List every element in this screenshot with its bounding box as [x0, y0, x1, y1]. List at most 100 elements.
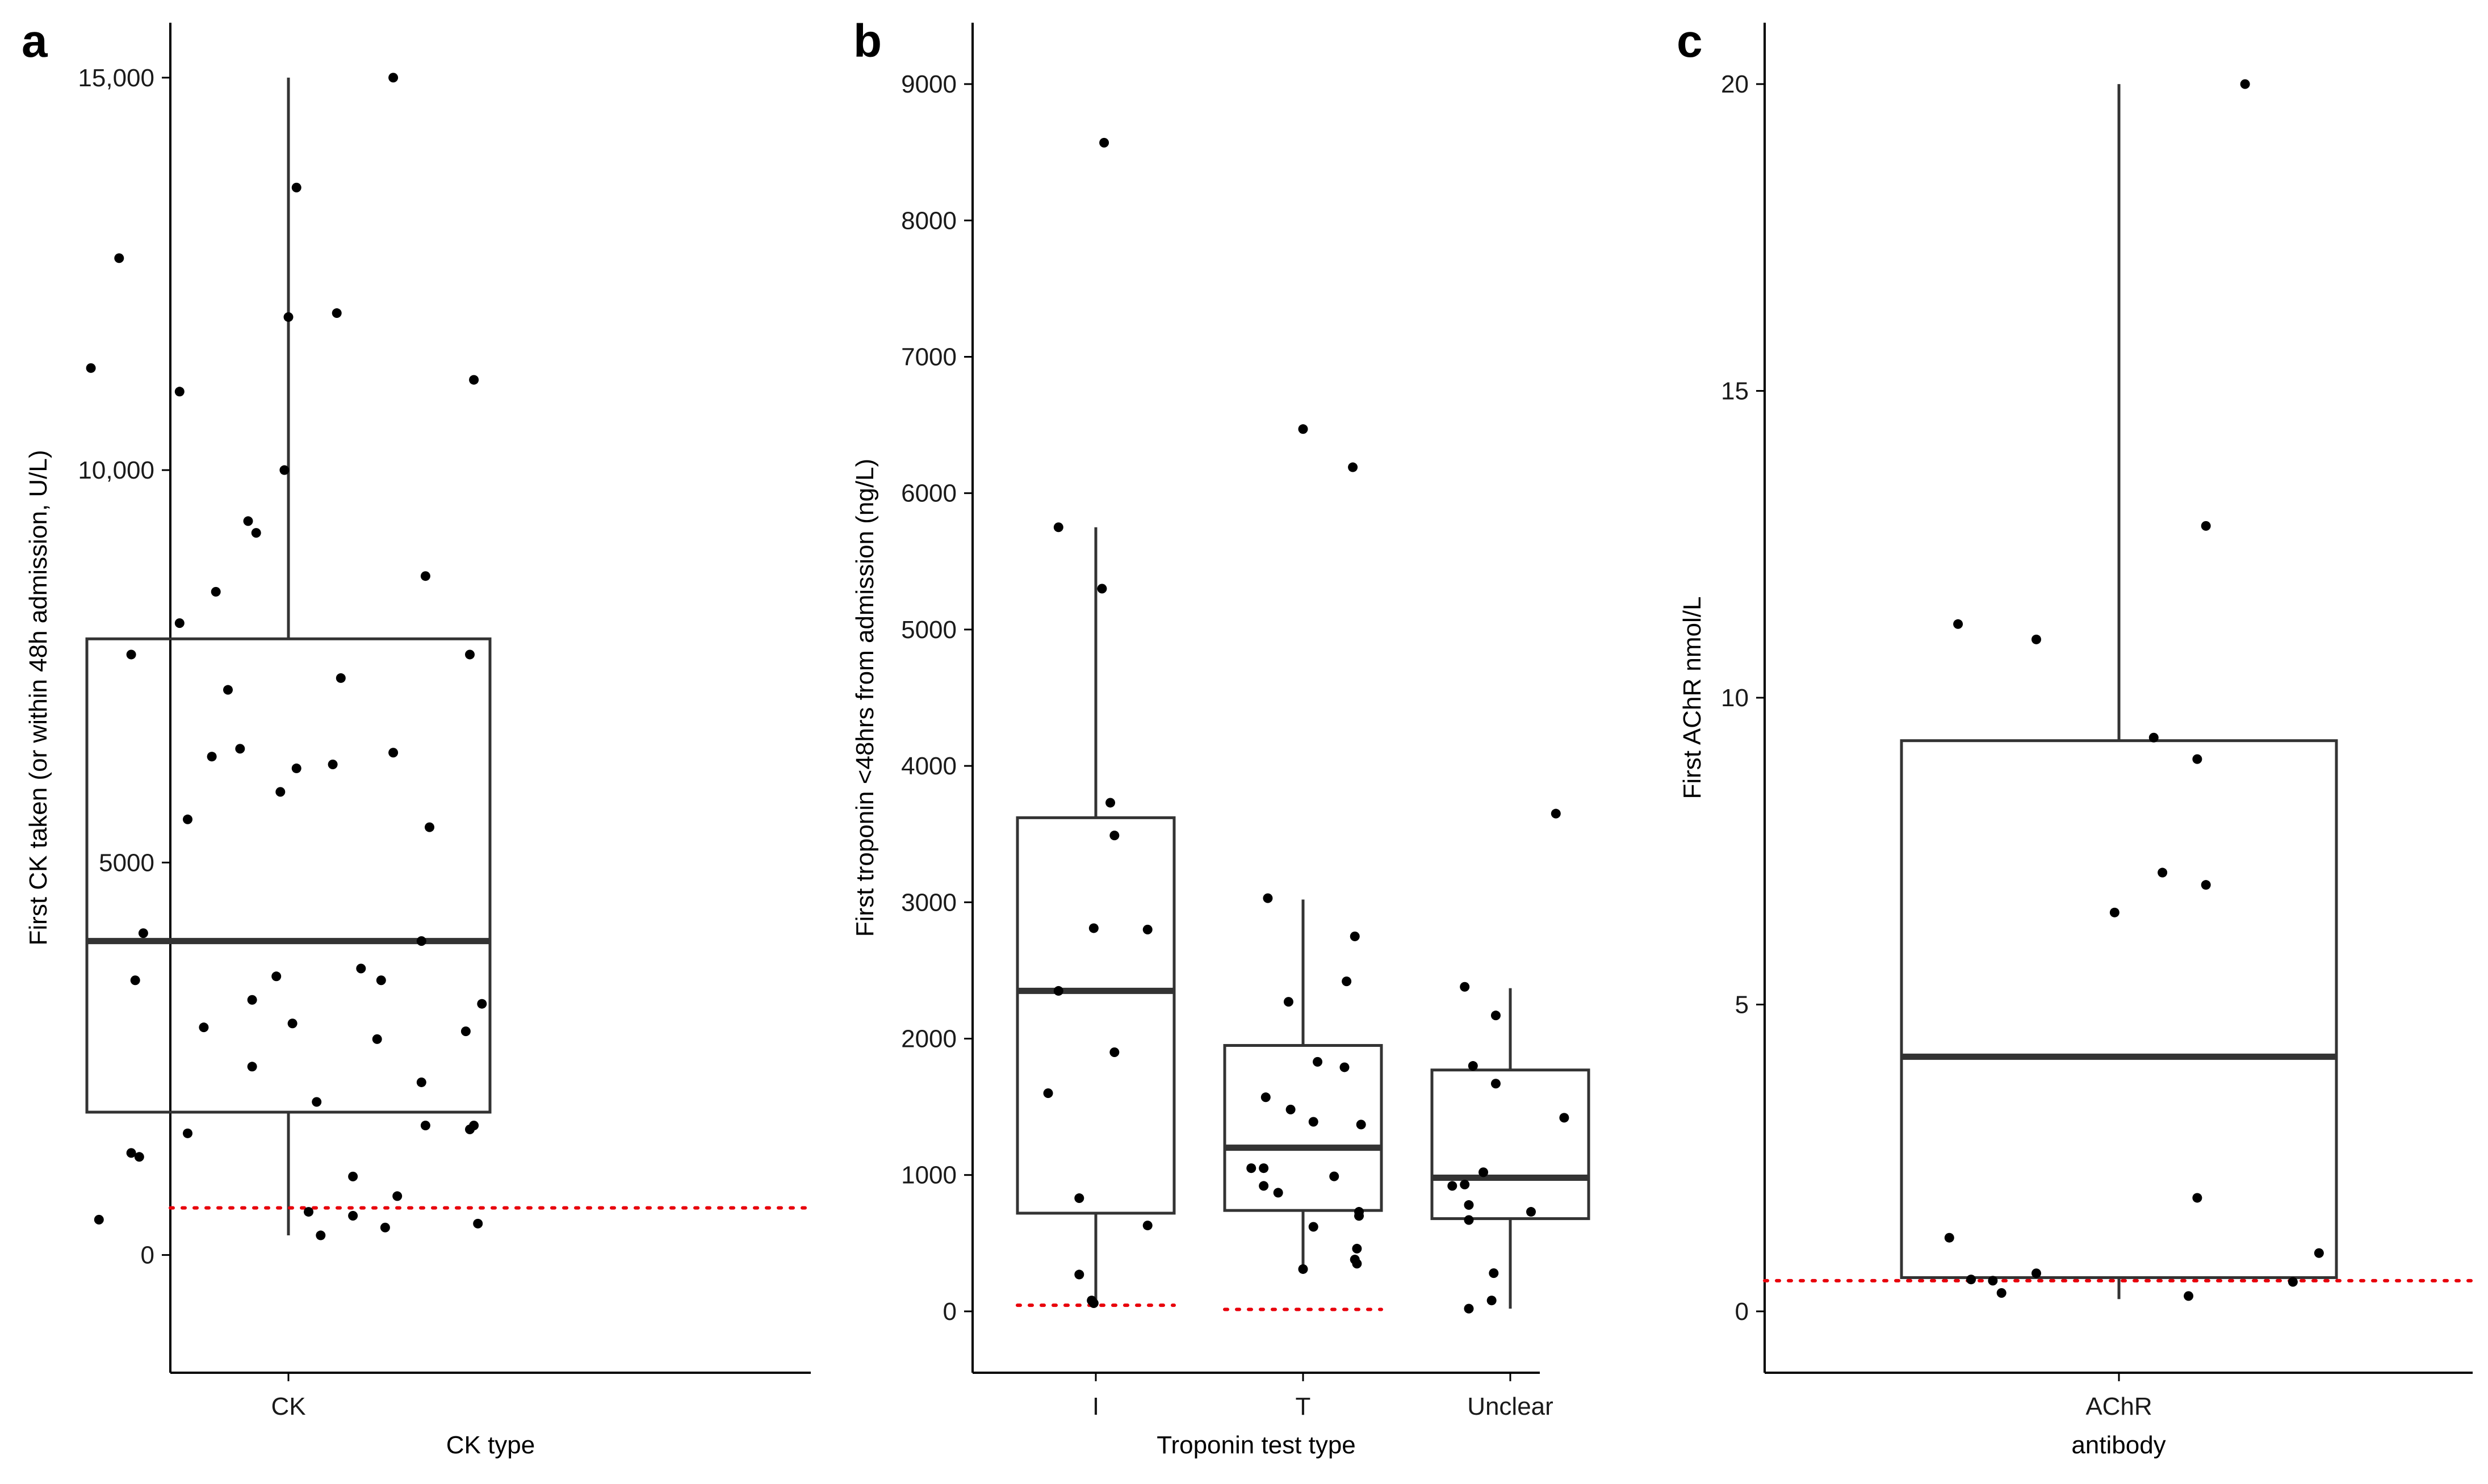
box-iqr: [85, 637, 492, 1114]
data-point: [1105, 798, 1116, 808]
data-point: [1489, 1268, 1499, 1278]
data-point: [1298, 424, 1308, 434]
data-point: [1088, 923, 1099, 933]
data-point: [130, 975, 140, 986]
data-point: [1988, 1276, 1998, 1286]
data-point: [1109, 1047, 1120, 1058]
data-point: [388, 748, 399, 758]
data-point: [287, 1018, 298, 1029]
data-point: [1490, 1011, 1501, 1021]
data-point: [291, 763, 301, 773]
box-unclear: [1430, 988, 1590, 1309]
data-point: [328, 760, 338, 770]
data-point: [183, 814, 192, 824]
data-point: [1996, 1288, 2007, 1298]
y-tick-label: 5000: [99, 849, 154, 877]
data-point: [271, 971, 282, 982]
panel-letter: b: [853, 15, 882, 67]
data-point: [416, 1077, 426, 1087]
data-point: [1559, 1113, 1569, 1123]
panel-c: c 0 5 10 15 20 AChR antibody First AChR nmol/L: [1677, 15, 2474, 1459]
data-point: [1260, 1092, 1271, 1102]
data-point: [348, 1210, 358, 1221]
data-point: [1352, 1243, 1362, 1254]
data-point: [243, 516, 253, 526]
x-axis-title: CK type: [446, 1431, 535, 1459]
data-point: [1088, 1298, 1099, 1308]
box-iqr: [1016, 816, 1176, 1215]
box-t: [1223, 899, 1383, 1271]
x-tick-label: CK: [271, 1393, 305, 1420]
data-point: [207, 752, 217, 762]
box-iqr: [1900, 739, 2338, 1279]
data-point: [1342, 976, 1352, 987]
y-axis-title: First troponin <48hrs from admission (ng…: [851, 459, 879, 937]
data-point: [199, 1022, 209, 1033]
data-point: [380, 1222, 390, 1233]
data-point: [1109, 831, 1120, 841]
data-point: [1313, 1057, 1323, 1067]
data-point: [1490, 1079, 1501, 1089]
data-point: [388, 73, 399, 83]
data-point: [420, 1120, 430, 1130]
data-point: [126, 649, 136, 660]
data-point: [1551, 808, 1561, 819]
data-point: [392, 1191, 403, 1201]
data-point: [304, 1207, 313, 1217]
x-tick-label: Unclear: [1467, 1393, 1553, 1420]
panel-letter: c: [1677, 15, 1703, 67]
data-point: [279, 465, 290, 475]
data-point: [372, 1034, 382, 1044]
data-point: [1460, 982, 1470, 992]
data-point: [1953, 619, 1963, 629]
data-point: [1053, 986, 1063, 996]
panel-a: a 0 5000 10,000 15,000 CK CK type First CK take…: [22, 15, 812, 1459]
data-point: [1354, 1211, 1364, 1221]
data-point: [312, 1097, 322, 1107]
data-point: [465, 1124, 475, 1134]
data-point: [183, 1128, 192, 1138]
data-point: [425, 822, 434, 832]
data-point: [94, 1214, 104, 1225]
data-point: [1259, 1181, 1269, 1191]
data-point: [1468, 1061, 1478, 1071]
y-tick-label: 5000: [901, 616, 957, 644]
data-point: [138, 928, 148, 938]
data-point: [1966, 1275, 1976, 1285]
data-point: [2109, 907, 2120, 917]
data-point: [1339, 1062, 1350, 1072]
box-ck: [85, 77, 492, 1236]
data-point: [174, 387, 185, 397]
x-axis-title: antibody: [2071, 1431, 2166, 1459]
data-point: [1074, 1193, 1084, 1204]
data-point: [2158, 867, 2168, 878]
y-tick-label: 6000: [901, 480, 957, 508]
data-point: [1460, 1180, 1470, 1190]
y-tick-label: 4000: [901, 752, 957, 780]
x-tick-label: I: [1092, 1393, 1099, 1420]
y-tick-label: 3000: [901, 888, 957, 916]
y-tick-label: 5: [1735, 991, 1749, 1018]
data-point: [477, 999, 487, 1009]
data-point: [247, 995, 257, 1005]
y-tick-label: 15,000: [78, 64, 154, 92]
data-point: [1308, 1117, 1318, 1127]
data-point: [1263, 893, 1273, 903]
data-point: [460, 1026, 471, 1037]
data-point: [2031, 1268, 2041, 1278]
data-point: [2240, 79, 2250, 89]
data-point: [1944, 1233, 1954, 1243]
data-point: [251, 528, 261, 538]
y-tick-label: 9000: [901, 70, 957, 98]
data-point: [126, 1148, 136, 1158]
data-point: [1478, 1167, 1489, 1177]
data-point: [332, 308, 342, 318]
data-point: [1298, 1264, 1308, 1274]
data-point: [114, 253, 124, 263]
data-point: [1486, 1296, 1497, 1306]
data-point: [1099, 137, 1109, 148]
y-tick-label: 8000: [901, 207, 957, 234]
data-point: [2201, 521, 2211, 531]
